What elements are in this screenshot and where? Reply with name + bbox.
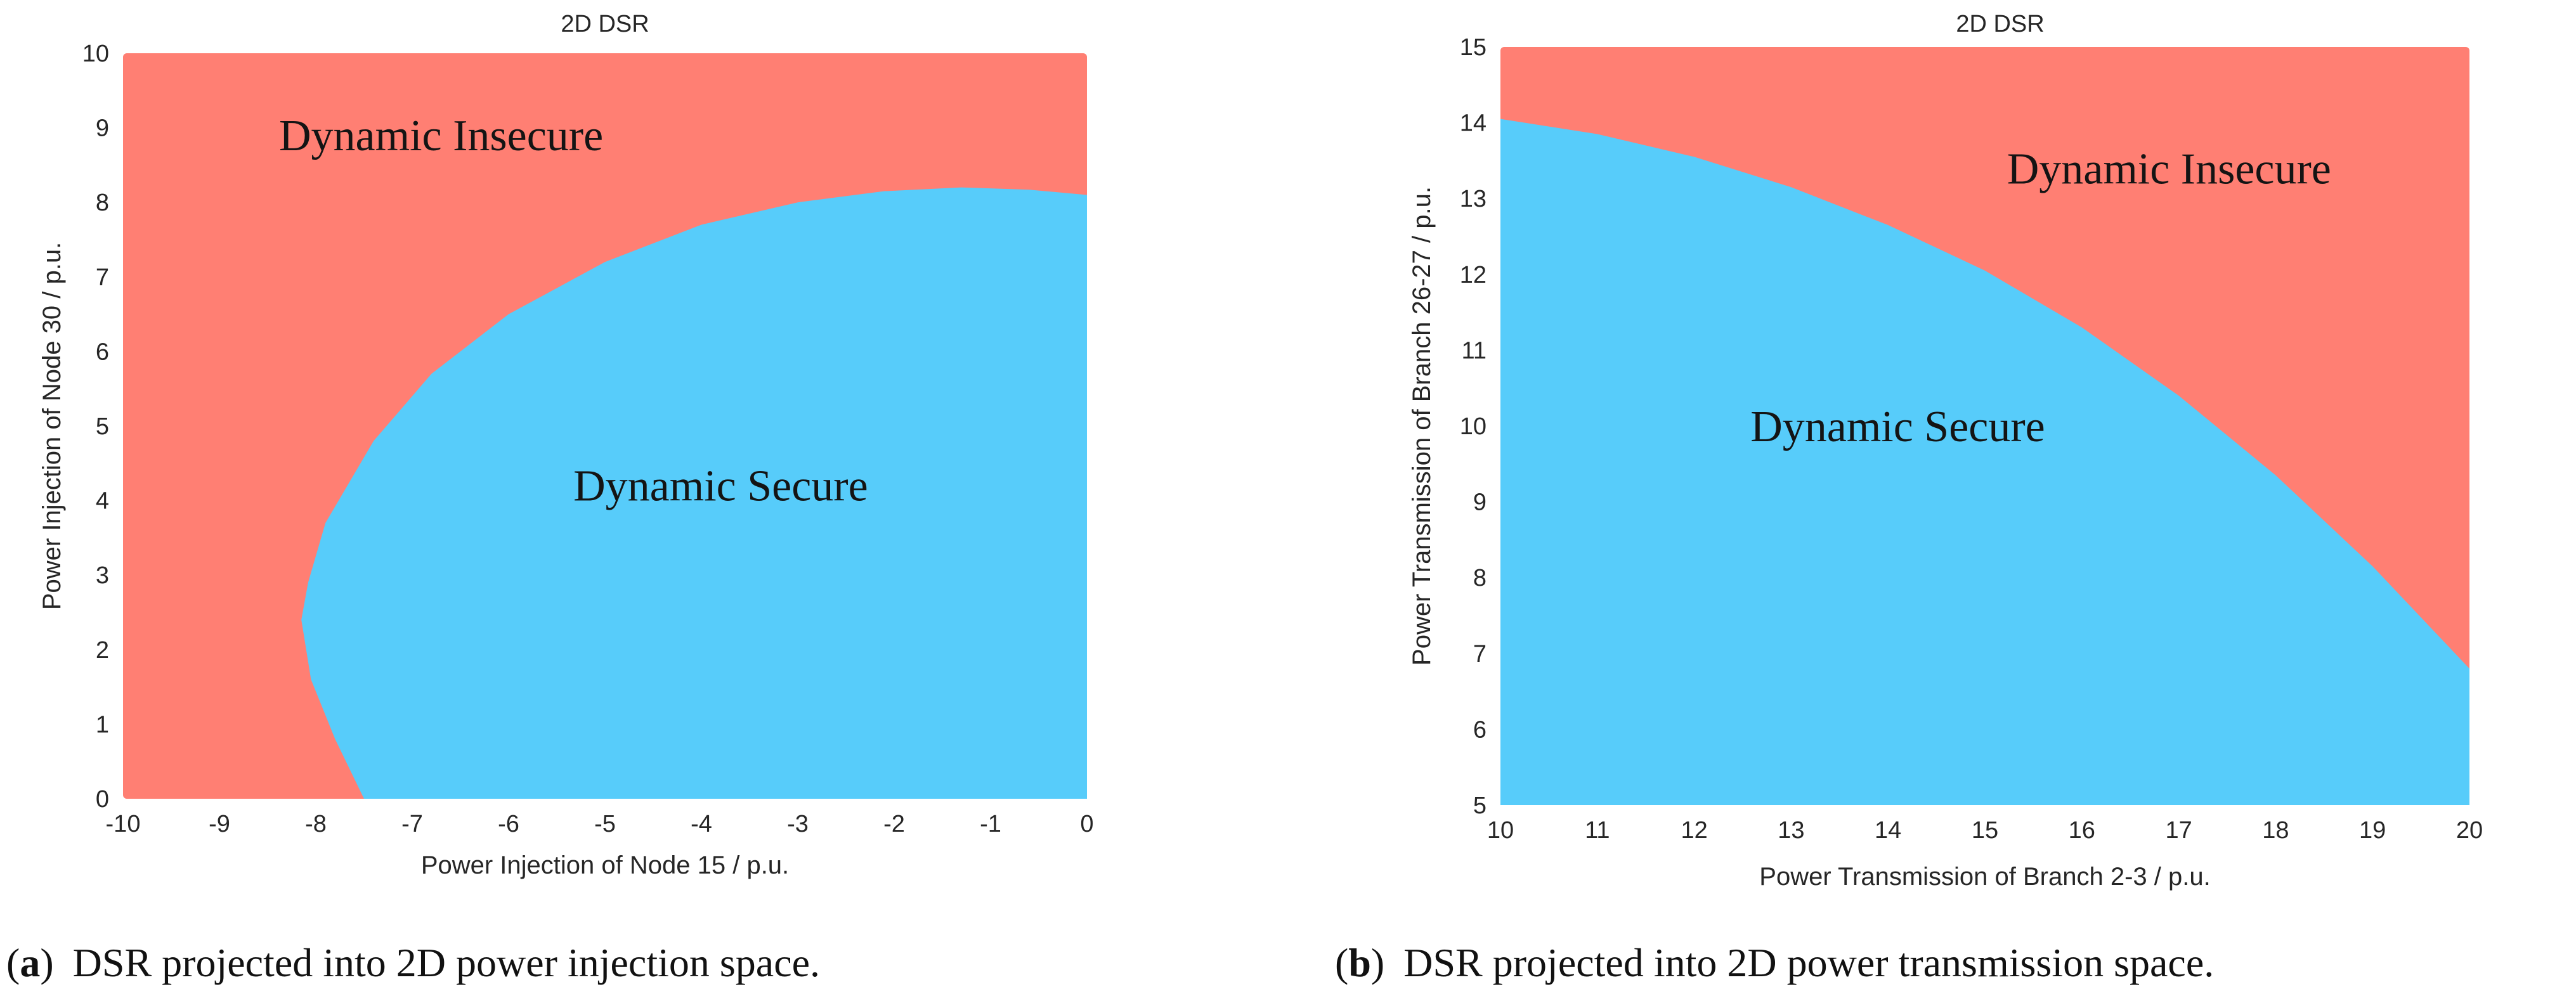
chart-b-title: 2D DSR — [1956, 11, 2044, 37]
caption-b-label: (b) — [1335, 940, 1384, 985]
chart-b-x-tick-label: 12 — [1681, 817, 1707, 844]
chart-b-x-tick-label: 14 — [1875, 817, 1901, 844]
chart-a-insecure-label: Dynamic Insecure — [279, 112, 603, 160]
chart-b-insecure-label: Dynamic Insecure — [2007, 145, 2331, 193]
chart-a-y-tick-label: 1 — [96, 711, 109, 738]
chart-a-y-tick-label: 0 — [96, 786, 109, 813]
chart-a-x-tick-label: -5 — [594, 811, 616, 837]
chart-b-y-tick-label: 8 — [1473, 565, 1486, 591]
chart-b-y-tick-labels: 5 6 7 8 9 10 11 12 13 14 15 — [1460, 34, 1486, 819]
chart-b-y-tick-label: 13 — [1460, 186, 1486, 212]
chart-a-y-tick-label: 2 — [96, 637, 109, 664]
chart-a-y-tick-label: 5 — [96, 413, 109, 440]
chart-b-y-tick-label: 14 — [1460, 110, 1486, 137]
caption-a-label: (a) — [6, 940, 54, 985]
panel-b: 2D DSR Dynamic Insecure Dynamic Secure 1… — [1335, 11, 2483, 985]
chart-b-secure-region — [1500, 119, 2469, 805]
chart-a-secure-label: Dynamic Secure — [573, 462, 868, 511]
caption-a: (a) DSR projected into 2D power injectio… — [6, 940, 820, 985]
chart-b-y-axis-label: Power Transmission of Branch 26-27 / p.u… — [1408, 186, 1436, 666]
chart-b-y-tick-label: 6 — [1473, 716, 1486, 743]
chart-b-y-tick-label: 9 — [1473, 489, 1486, 516]
chart-a-y-tick-label: 4 — [96, 488, 109, 515]
chart-a-x-tick-label: 0 — [1080, 811, 1093, 837]
chart-b-x-tick-label: 20 — [2456, 817, 2483, 844]
chart-a-y-tick-label: 10 — [82, 41, 109, 67]
chart-a-y-axis-label: Power Injection of Node 30 / p.u. — [38, 242, 66, 610]
chart-b-y-tick-label: 7 — [1473, 641, 1486, 668]
chart-b-y-tick-label: 15 — [1460, 34, 1486, 61]
chart-b-x-tick-label: 13 — [1778, 817, 1804, 844]
chart-a-x-tick-label: -9 — [209, 811, 230, 837]
chart-b-x-tick-label: 16 — [2069, 817, 2095, 844]
chart-a-x-tick-label: -7 — [401, 811, 423, 837]
chart-a-secure-region — [301, 187, 1088, 799]
chart-a-x-tick-label: -3 — [787, 811, 809, 837]
chart-b-x-tick-label: 15 — [1972, 817, 1998, 844]
chart-b-y-tick-label: 12 — [1460, 262, 1486, 288]
chart-a-y-tick-label: 9 — [96, 115, 109, 142]
chart-a-x-tick-label: -10 — [106, 811, 141, 837]
panel-a: 2D DSR Dynamic Insecure Dynamic Secure -… — [6, 11, 1094, 985]
chart-b-x-axis-label: Power Transmission of Branch 2-3 / p.u. — [1759, 863, 2210, 891]
chart-a-y-tick-label: 3 — [96, 562, 109, 589]
chart-b-y-tick-label: 5 — [1473, 792, 1486, 819]
chart-a-x-tick-label: -6 — [498, 811, 519, 837]
chart-a-x-tick-label: -2 — [883, 811, 905, 837]
chart-a-x-axis-label: Power Injection of Node 15 / p.u. — [421, 851, 789, 879]
caption-a-text: DSR projected into 2D power injection sp… — [73, 940, 820, 985]
chart-b-x-tick-label: 17 — [2165, 817, 2192, 844]
chart-a-x-tick-labels: -10 -9 -8 -7 -6 -5 -4 -3 -2 -1 0 — [106, 811, 1094, 837]
chart-a-title: 2D DSR — [561, 11, 649, 37]
chart-a-x-tick-label: -1 — [980, 811, 1001, 837]
chart-b-y-tick-label: 10 — [1460, 413, 1486, 440]
chart-a-y-tick-label: 8 — [96, 190, 109, 216]
chart-b-y-tick-label: 11 — [1462, 337, 1486, 364]
chart-a-y-tick-label: 7 — [96, 264, 109, 291]
chart-b-x-tick-label: 11 — [1585, 817, 1610, 844]
caption-b: (b) DSR projected into 2D power transmis… — [1335, 940, 2214, 985]
chart-b-x-tick-labels: 10 11 12 13 14 15 16 17 18 19 20 — [1487, 817, 2483, 844]
chart-a-y-tick-labels: 0 1 2 3 4 5 6 7 8 9 10 — [82, 41, 109, 813]
chart-b-x-tick-label: 18 — [2262, 817, 2289, 844]
chart-a-x-tick-label: -4 — [691, 811, 712, 837]
chart-a-x-tick-label: -8 — [305, 811, 327, 837]
chart-b-secure-label: Dynamic Secure — [1750, 403, 2045, 451]
chart-a-y-tick-label: 6 — [96, 339, 109, 365]
caption-b-text: DSR projected into 2D power transmission… — [1403, 940, 2214, 985]
chart-b-x-tick-label: 19 — [2359, 817, 2386, 844]
chart-b-x-tick-label: 10 — [1487, 817, 1514, 844]
